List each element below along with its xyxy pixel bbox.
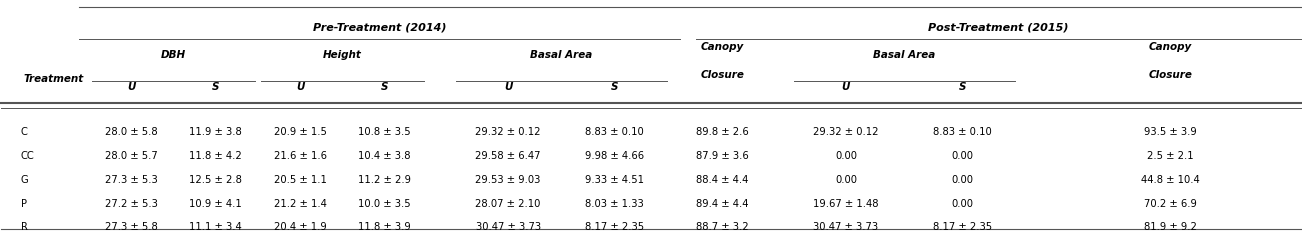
Text: 2.5 ± 2.1: 2.5 ± 2.1 (1147, 151, 1194, 161)
Text: Basal Area: Basal Area (874, 50, 935, 60)
Text: CC: CC (21, 151, 35, 161)
Text: Basal Area: Basal Area (530, 50, 592, 60)
Text: 8.03 ± 1.33: 8.03 ± 1.33 (585, 199, 644, 209)
Text: 12.5 ± 2.8: 12.5 ± 2.8 (189, 175, 242, 185)
Text: 20.5 ± 1.1: 20.5 ± 1.1 (273, 175, 327, 185)
Text: P: P (21, 199, 27, 209)
Text: 8.83 ± 0.10: 8.83 ± 0.10 (585, 127, 644, 137)
Text: S: S (611, 82, 618, 92)
Text: 0.00: 0.00 (835, 175, 857, 185)
Text: 88.4 ± 4.4: 88.4 ± 4.4 (697, 175, 749, 185)
Text: 10.0 ± 3.5: 10.0 ± 3.5 (358, 199, 411, 209)
Text: 44.8 ± 10.4: 44.8 ± 10.4 (1142, 175, 1200, 185)
Text: 11.9 ± 3.8: 11.9 ± 3.8 (189, 127, 242, 137)
Text: 10.8 ± 3.5: 10.8 ± 3.5 (358, 127, 411, 137)
Text: Canopy: Canopy (700, 42, 743, 52)
Text: 10.4 ± 3.8: 10.4 ± 3.8 (358, 151, 411, 161)
Text: 88.7 ± 3.2: 88.7 ± 3.2 (697, 222, 749, 231)
Text: 21.6 ± 1.6: 21.6 ± 1.6 (273, 151, 327, 161)
Text: 11.8 ± 4.2: 11.8 ± 4.2 (189, 151, 242, 161)
Text: 20.4 ± 1.9: 20.4 ± 1.9 (273, 222, 327, 231)
Text: 9.33 ± 4.51: 9.33 ± 4.51 (585, 175, 644, 185)
Text: 29.53 ± 9.03: 29.53 ± 9.03 (475, 175, 540, 185)
Text: G: G (21, 175, 29, 185)
Text: Treatment: Treatment (23, 74, 83, 84)
Text: 87.9 ± 3.6: 87.9 ± 3.6 (697, 151, 749, 161)
Text: 29.32 ± 0.12: 29.32 ± 0.12 (475, 127, 540, 137)
Text: 89.4 ± 4.4: 89.4 ± 4.4 (697, 199, 749, 209)
Text: 27.3 ± 5.8: 27.3 ± 5.8 (105, 222, 158, 231)
Text: Post-Treatment (2015): Post-Treatment (2015) (928, 22, 1069, 32)
Text: 0.00: 0.00 (952, 199, 974, 209)
Text: S: S (960, 82, 966, 92)
Text: 0.00: 0.00 (952, 151, 974, 161)
Text: S: S (381, 82, 388, 92)
Text: U: U (841, 82, 850, 92)
Text: 27.2 ± 5.3: 27.2 ± 5.3 (105, 199, 158, 209)
Text: U: U (504, 82, 512, 92)
Text: 11.1 ± 3.4: 11.1 ± 3.4 (189, 222, 242, 231)
Text: 89.8 ± 2.6: 89.8 ± 2.6 (697, 127, 749, 137)
Text: 29.58 ± 6.47: 29.58 ± 6.47 (475, 151, 540, 161)
Text: 11.8 ± 3.9: 11.8 ± 3.9 (358, 222, 411, 231)
Text: 28.0 ± 5.7: 28.0 ± 5.7 (105, 151, 158, 161)
Text: Closure: Closure (1148, 70, 1193, 80)
Text: 93.5 ± 3.9: 93.5 ± 3.9 (1144, 127, 1197, 137)
Text: 30.47 ± 3.73: 30.47 ± 3.73 (814, 222, 879, 231)
Text: DBH: DBH (161, 50, 186, 60)
Text: 8.17 ± 2.35: 8.17 ± 2.35 (585, 222, 644, 231)
Text: 21.2 ± 1.4: 21.2 ± 1.4 (273, 199, 327, 209)
Text: 8.17 ± 2.35: 8.17 ± 2.35 (934, 222, 992, 231)
Text: 28.0 ± 5.8: 28.0 ± 5.8 (105, 127, 158, 137)
Text: 70.2 ± 6.9: 70.2 ± 6.9 (1144, 199, 1197, 209)
Text: 30.47 ± 3.73: 30.47 ± 3.73 (475, 222, 540, 231)
Text: 11.2 ± 2.9: 11.2 ± 2.9 (358, 175, 411, 185)
Text: Height: Height (323, 50, 362, 60)
Text: Canopy: Canopy (1150, 42, 1193, 52)
Text: U: U (128, 82, 135, 92)
Text: 19.67 ± 1.48: 19.67 ± 1.48 (814, 199, 879, 209)
Text: 28.07 ± 2.10: 28.07 ± 2.10 (475, 199, 540, 209)
Text: 0.00: 0.00 (952, 175, 974, 185)
Text: 10.9 ± 4.1: 10.9 ± 4.1 (189, 199, 242, 209)
Text: 20.9 ± 1.5: 20.9 ± 1.5 (273, 127, 327, 137)
Text: Closure: Closure (700, 70, 745, 80)
Text: 29.32 ± 0.12: 29.32 ± 0.12 (814, 127, 879, 137)
Text: S: S (212, 82, 220, 92)
Text: 81.9 ± 9.2: 81.9 ± 9.2 (1144, 222, 1197, 231)
Text: 9.98 ± 4.66: 9.98 ± 4.66 (585, 151, 644, 161)
Text: 0.00: 0.00 (835, 151, 857, 161)
Text: 8.83 ± 0.10: 8.83 ± 0.10 (934, 127, 992, 137)
Text: R: R (21, 222, 27, 231)
Text: 27.3 ± 5.3: 27.3 ± 5.3 (105, 175, 158, 185)
Text: Pre-Treatment (2014): Pre-Treatment (2014) (312, 22, 447, 32)
Text: C: C (21, 127, 27, 137)
Text: U: U (296, 82, 305, 92)
